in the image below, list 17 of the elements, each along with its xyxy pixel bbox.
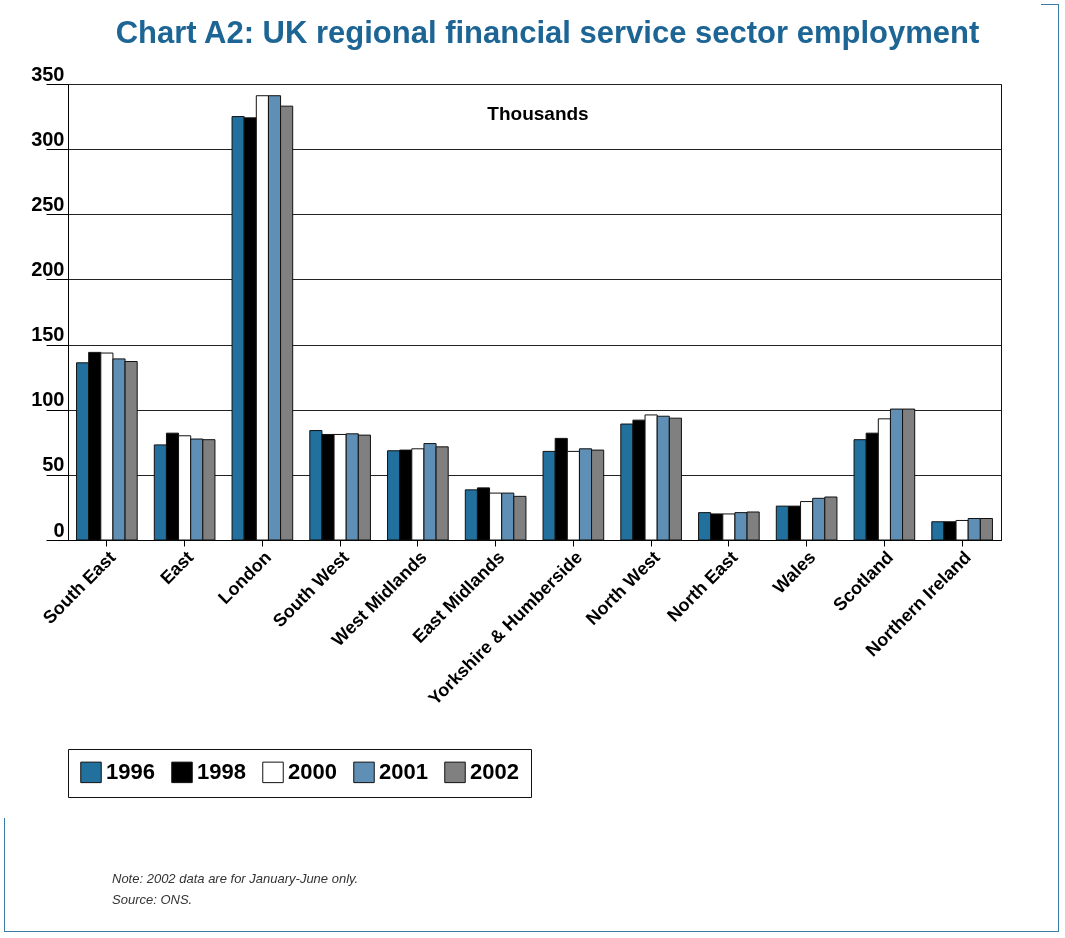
legend-label: 1996 xyxy=(106,759,155,785)
legend-label: 2000 xyxy=(288,759,337,785)
legend-label: 2001 xyxy=(379,759,428,785)
y-tick-label: 150 xyxy=(31,323,65,346)
y-tick-label: 300 xyxy=(31,127,65,150)
legend-label: 2002 xyxy=(470,759,519,785)
y-tick-label: 100 xyxy=(31,388,65,411)
y-tick-label: 200 xyxy=(31,257,65,280)
legend-label: 1998 xyxy=(197,759,246,785)
annotation: Thousands xyxy=(487,103,589,124)
y-tick-label: 350 xyxy=(31,62,65,85)
chart-title: Chart A2: UK regional financial service sector employment xyxy=(115,15,980,50)
y-tick-label: 50 xyxy=(42,453,65,476)
y-tick-label: 0 xyxy=(53,518,65,541)
source-note: Source: ONS. xyxy=(112,891,194,909)
y-tick-label: 250 xyxy=(31,192,65,215)
text: Note: 2002 data are for January-June only. xyxy=(112,870,359,888)
